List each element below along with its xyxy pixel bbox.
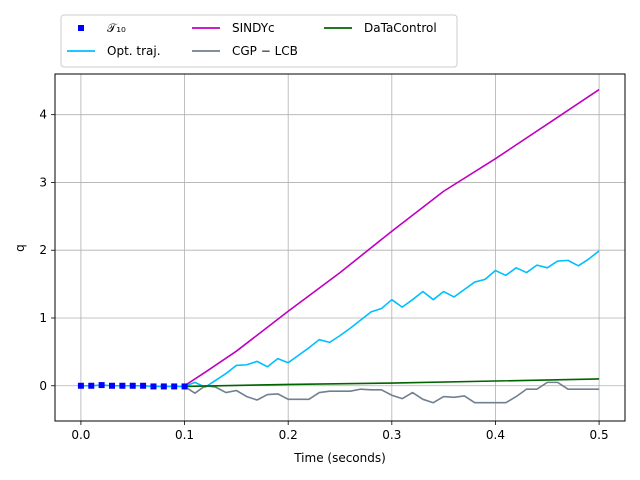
legend-frame bbox=[60, 14, 458, 68]
grid bbox=[55, 74, 625, 421]
series-0-point bbox=[109, 382, 115, 389]
series-3-line bbox=[184, 381, 600, 404]
x-tick-label: 0.4 bbox=[486, 428, 505, 442]
y-tick-label: 0 bbox=[39, 379, 47, 393]
x-tick-label: 0.1 bbox=[175, 428, 194, 442]
series-0-point bbox=[160, 383, 167, 390]
legend-label-0: 𝒯₁₀ bbox=[107, 21, 126, 35]
x-tick-label: 0.3 bbox=[382, 428, 401, 442]
series-0-point bbox=[181, 383, 188, 390]
y-tick-label: 2 bbox=[39, 243, 47, 257]
legend-label-4: DaTaControl bbox=[364, 21, 437, 35]
x-axis-label: Time (seconds) bbox=[293, 451, 386, 465]
series-0-point bbox=[119, 382, 126, 389]
y-axis-ticks: 0 1 2 3 4 bbox=[39, 108, 55, 393]
series-2-line bbox=[184, 88, 600, 387]
series-0-point bbox=[88, 382, 95, 389]
legend-marker-0 bbox=[78, 25, 84, 31]
x-axis-ticks: 0.0 0.1 0.2 0.3 0.4 0.5 bbox=[71, 421, 609, 442]
x-tick-label: 0.2 bbox=[279, 428, 298, 442]
series-0-point bbox=[150, 383, 157, 390]
x-tick-label: 0.0 bbox=[71, 428, 90, 442]
plot-series bbox=[77, 88, 600, 404]
y-tick-label: 1 bbox=[39, 311, 47, 325]
legend-label-1: Opt. traj. bbox=[107, 44, 161, 58]
series-0-point bbox=[77, 382, 84, 389]
plot-frame bbox=[54, 73, 626, 422]
y-axis-label: q bbox=[13, 244, 27, 252]
series-0-point bbox=[98, 382, 105, 389]
y-tick-label: 3 bbox=[39, 175, 47, 189]
series-0-point bbox=[171, 383, 178, 390]
series-0-point bbox=[140, 382, 147, 389]
legend-label-2: SINDYc bbox=[232, 21, 275, 35]
x-tick-label: 0.5 bbox=[590, 428, 609, 442]
series-1-line bbox=[80, 250, 600, 388]
y-tick-label: 4 bbox=[39, 108, 47, 122]
legend: 𝒯₁₀ Opt. traj. SINDYc CGP − LCB DaTaControl bbox=[60, 14, 458, 68]
legend-label-3: CGP − LCB bbox=[232, 44, 298, 58]
series-0-point bbox=[129, 382, 136, 389]
series-4-line bbox=[184, 378, 600, 388]
